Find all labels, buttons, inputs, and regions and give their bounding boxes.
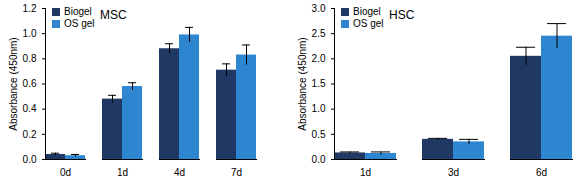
html-text:Biogel: Biogel [353,6,381,17]
svg-text:3.0: 3.0 [312,3,326,14]
svg-text:0.8: 0.8 [23,53,37,64]
svg-text:6d: 6d [536,167,547,178]
svg-text:0.2: 0.2 [23,129,37,140]
svg-text:1.0: 1.0 [23,28,37,39]
html-text:HSC: HSC [389,8,415,22]
svg-text:0.5: 0.5 [312,129,326,140]
svg-text:0.6: 0.6 [23,78,37,89]
svg-text:Absorbance (450nm): Absorbance (450nm) [297,37,308,130]
svg-text:1d: 1d [360,167,371,178]
svg-text:0.4: 0.4 [23,103,37,114]
svg-text:1.2: 1.2 [23,3,37,14]
svg-text:3d: 3d [448,167,459,178]
html-text:MSC: MSC [100,8,127,22]
svg-text:1.0: 1.0 [312,103,326,114]
html-text:Biogel: Biogel [64,6,92,17]
svg-text:0.0: 0.0 [23,154,37,165]
svg-text:1d: 1d [117,167,128,178]
html-text:OS gel: OS gel [64,18,95,29]
svg-text:2.0: 2.0 [312,53,326,64]
svg-text:1.5: 1.5 [312,78,326,89]
svg-text:0.0: 0.0 [312,154,326,165]
svg-text:0d: 0d [60,167,71,178]
svg-text:Absorbance (450nm): Absorbance (450nm) [8,37,19,130]
svg-text:4d: 4d [174,167,185,178]
html-text:OS gel: OS gel [353,18,384,29]
svg-text:7d: 7d [231,167,242,178]
svg-text:2.5: 2.5 [312,28,326,39]
